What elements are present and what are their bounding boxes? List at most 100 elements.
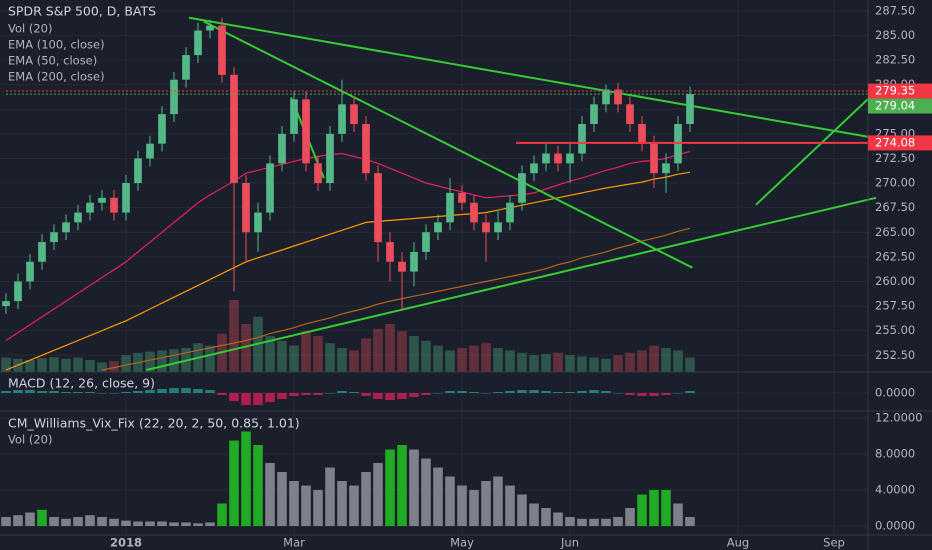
ema-line — [101, 227, 691, 371]
candle-body — [686, 94, 694, 124]
bar — [505, 485, 515, 527]
bar — [289, 393, 299, 396]
volume-bar — [157, 350, 167, 372]
bar — [445, 476, 455, 527]
bar — [517, 390, 527, 393]
bar — [49, 391, 59, 393]
y-tick-label: 0.0000 — [875, 519, 915, 533]
candle-body — [626, 104, 634, 124]
bar — [505, 391, 515, 393]
bar — [301, 393, 311, 395]
candle-body — [338, 104, 346, 134]
volume-bar — [421, 340, 431, 372]
volume-bar — [613, 355, 623, 372]
volume-bar — [37, 358, 47, 372]
bar — [589, 390, 599, 393]
candle-body — [122, 183, 130, 213]
candle-body — [434, 222, 442, 233]
vix-title: CM_Williams_Vix_Fix (22, 20, 2, 50, 0.85… — [8, 416, 300, 431]
bar — [37, 391, 47, 393]
bar — [85, 515, 95, 527]
volume-bar — [445, 350, 455, 372]
volume-bar — [397, 331, 407, 372]
volume-bar — [73, 357, 83, 372]
volume-bar — [85, 360, 95, 372]
price-box-label: 279.35 — [875, 84, 915, 98]
volume-bar — [337, 348, 347, 372]
bar — [85, 392, 95, 393]
bar — [385, 393, 395, 400]
volume-bar — [97, 362, 107, 372]
x-tick-label: Sep — [823, 536, 845, 550]
candle-body — [542, 153, 550, 164]
candle-body — [230, 74, 238, 184]
bar — [457, 391, 467, 393]
candle-body — [38, 242, 46, 262]
volume-bar — [325, 343, 335, 372]
bar — [157, 521, 167, 527]
y-tick-label: 287.50 — [875, 3, 915, 17]
bar — [397, 393, 407, 399]
volume-bar — [685, 357, 695, 372]
candle-body — [14, 281, 22, 302]
bar — [577, 518, 587, 527]
bar — [313, 490, 323, 527]
bar — [277, 393, 287, 399]
bar — [133, 521, 143, 527]
bar — [433, 393, 443, 394]
bar — [253, 393, 263, 405]
bar — [373, 393, 383, 399]
bar — [613, 517, 623, 527]
volume-bar — [481, 343, 491, 372]
volume-bar — [169, 349, 179, 372]
volume-bar — [541, 354, 551, 372]
bar — [637, 494, 647, 527]
candle-body — [206, 25, 214, 31]
y-tick-label: 272.50 — [875, 151, 915, 165]
bar — [409, 449, 419, 527]
bar — [325, 393, 335, 394]
volume-bar — [361, 338, 371, 372]
volume-bar — [505, 350, 515, 372]
volume-bar — [25, 360, 35, 372]
bar — [241, 431, 251, 527]
bar — [529, 503, 539, 527]
y-tick-label: 8.0000 — [875, 447, 915, 461]
vix-subtitle: Vol (20) — [8, 433, 52, 447]
bar — [193, 523, 203, 527]
bar — [265, 393, 275, 402]
volume-bar — [49, 357, 59, 372]
y-tick-label: 0.0000 — [875, 386, 915, 400]
bar — [337, 391, 347, 393]
candle-body — [506, 202, 514, 223]
candle-body — [566, 153, 574, 164]
trend-line — [203, 20, 693, 269]
candle-body — [62, 222, 70, 233]
bar — [73, 517, 83, 527]
bar — [97, 517, 107, 527]
indicator-label: EMA (100, close) — [8, 38, 105, 52]
volume-bar — [301, 331, 311, 372]
bar — [421, 393, 431, 395]
bar — [49, 517, 59, 527]
bar — [685, 391, 695, 393]
bar — [121, 392, 131, 393]
candle-body — [110, 197, 118, 213]
y-tick-label: 285.00 — [875, 28, 915, 42]
volume-bar — [529, 355, 539, 372]
bar — [97, 393, 107, 394]
y-tick-label: 262.50 — [875, 249, 915, 263]
bar — [121, 520, 131, 527]
bar — [373, 463, 383, 527]
bar — [157, 389, 167, 393]
candle-body — [530, 163, 538, 174]
bar — [265, 463, 275, 527]
bar — [361, 472, 371, 527]
bar — [169, 522, 179, 527]
volume-bar — [61, 358, 71, 372]
bar — [217, 503, 227, 527]
bar — [229, 440, 239, 527]
candle-body — [518, 173, 526, 203]
volume-bar — [493, 348, 503, 372]
volume-bar — [601, 358, 611, 372]
